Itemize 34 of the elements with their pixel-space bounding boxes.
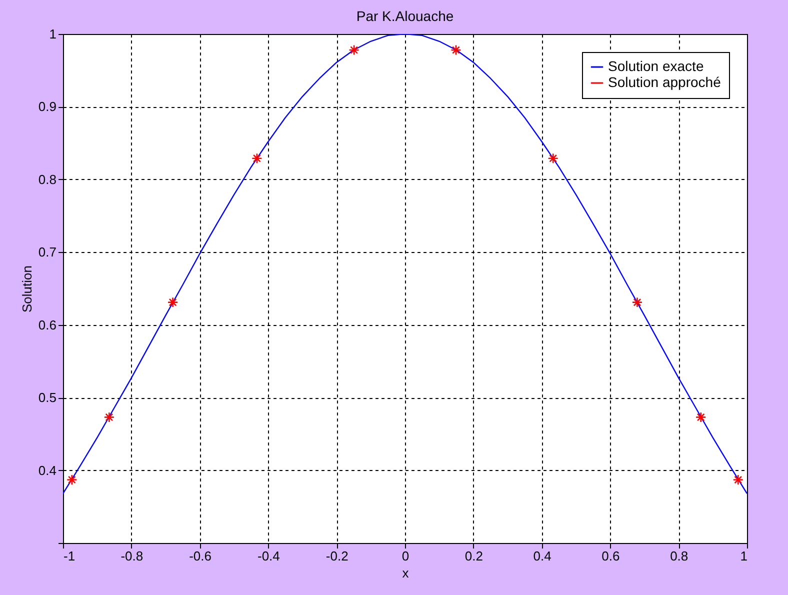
point [695,412,706,423]
point [167,296,178,308]
y-tick-label: 0.9 [38,99,56,114]
x-tick-label: 0.6 [602,548,620,564]
point [104,412,115,423]
x-tick-label: -0.4 [257,548,280,564]
x-tick-label: 0 [402,548,410,564]
y-tick-label: 0.4 [38,462,56,478]
x-tick-label: -1 [64,548,76,564]
x-tick-label: -0.6 [189,548,212,564]
point [348,44,360,56]
legend-label: Solution exacte [608,58,704,74]
y-tick-label: 1 [49,26,56,42]
y-axis-title: Solution [19,266,34,312]
point [632,296,643,308]
y-tick-label: 0.5 [38,390,56,406]
y-tick-label: 0.6 [38,317,56,332]
x-tick-label: 1 [740,548,748,564]
point [450,44,462,56]
line-series [63,34,747,494]
y-tick-label: 0.8 [38,172,56,187]
point [732,474,744,486]
x-tick-label: -0.8 [120,548,144,564]
point [252,152,262,164]
x-tick-label: -0.2 [326,548,348,564]
x-axis-title: x [402,566,410,580]
chart-title: Par K.Alouache [356,8,454,24]
y-tick-label: 0.7 [38,244,56,260]
point [548,152,558,164]
point [66,474,78,486]
x-tick-label: 0.2 [464,548,483,564]
legend-label: Solution approché [608,74,722,90]
x-tick-label: 0.8 [670,548,688,564]
x-tick-label: 0.4 [533,548,552,564]
